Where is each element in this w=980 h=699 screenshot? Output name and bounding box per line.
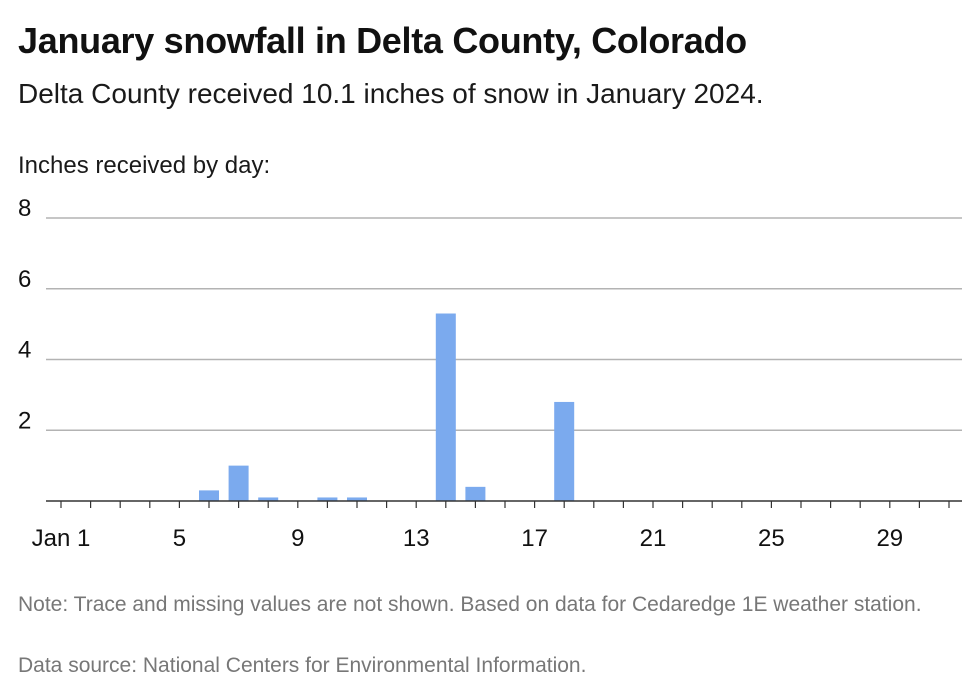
bar-jan-11 xyxy=(347,497,367,501)
x-axis xyxy=(46,500,962,508)
bar-jan-6 xyxy=(199,490,219,501)
bar-jan-7 xyxy=(228,465,249,501)
data-source: Data source: National Centers for Enviro… xyxy=(18,654,587,677)
chart-subtitle: Delta County received 10.1 inches of sno… xyxy=(18,78,764,109)
bar-jan-14 xyxy=(435,313,456,501)
x-tick-label: 21 xyxy=(640,525,667,552)
y-tick-label: 8 xyxy=(18,195,31,222)
bar-jan-10 xyxy=(317,497,338,501)
x-tick-label: 25 xyxy=(758,525,785,552)
x-tick-label: 9 xyxy=(291,525,304,552)
x-tick-label: 13 xyxy=(403,525,430,552)
y-axis-label: Inches received by day: xyxy=(18,152,271,179)
bar-chart: 2 4 6 8 Jan 1 5 9 13 17 21 25 29 xyxy=(18,195,962,552)
y-tick-labels: 2 4 6 8 xyxy=(18,195,31,434)
chart-note: Note: Trace and missing values are not s… xyxy=(18,593,922,616)
bar-jan-8 xyxy=(258,497,279,501)
grid-lines xyxy=(46,217,962,431)
bars xyxy=(199,313,575,501)
x-tick-labels: Jan 1 5 9 13 17 21 25 29 xyxy=(32,525,904,552)
bar-jan-15 xyxy=(465,486,486,501)
x-tick-label: 5 xyxy=(173,525,186,552)
y-tick-label: 4 xyxy=(18,337,31,364)
x-tick-label: 29 xyxy=(876,525,903,552)
x-tick-label: 17 xyxy=(521,525,548,552)
y-tick-label: 6 xyxy=(18,266,31,293)
y-tick-label: 2 xyxy=(18,407,31,434)
x-tick-label: Jan 1 xyxy=(32,525,91,552)
bar-jan-18 xyxy=(554,401,575,501)
chart-title: January snowfall in Delta County, Colora… xyxy=(18,20,747,61)
